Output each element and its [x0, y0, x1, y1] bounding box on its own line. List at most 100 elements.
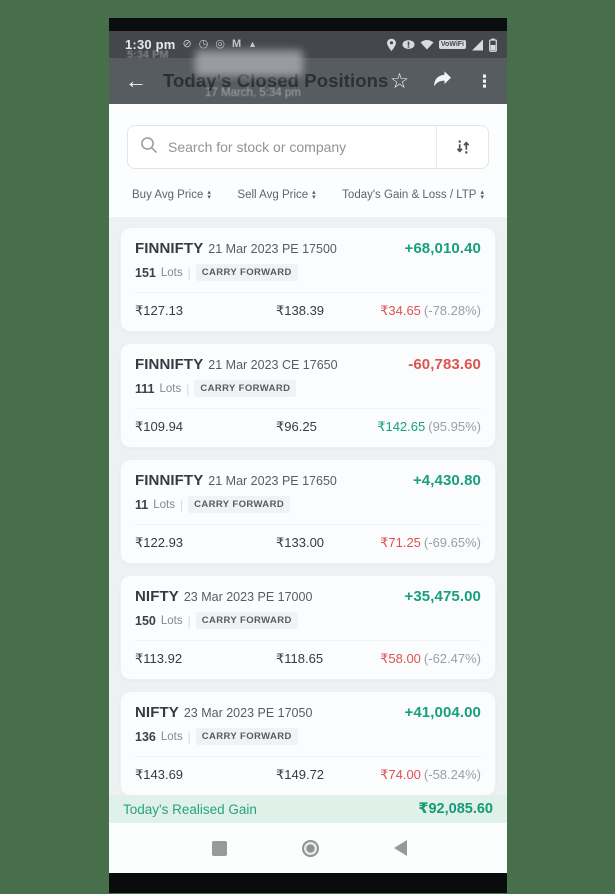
separator: | [186, 381, 190, 396]
position-card[interactable]: NIFTY 23 Mar 2023 PE 17000 +35,475.00 15… [120, 575, 496, 680]
column-gain-loss[interactable]: Today's Gain & Loss / LTP ▴ ▾ [342, 189, 484, 201]
instrument-symbol: FINNIFTY [135, 240, 204, 257]
price-row: ₹143.69 ₹149.72 ₹74.00 (-58.24%) [121, 757, 495, 795]
card-divider [135, 756, 481, 757]
buy-avg-price: ₹127.13 [135, 303, 184, 318]
letterbox-top [109, 18, 507, 31]
instrument-symbol: FINNIFTY [135, 472, 204, 489]
card-top: FINNIFTY 21 Mar 2023 PE 17650 +4,430.80 … [121, 460, 495, 525]
card-divider [135, 408, 481, 409]
lots-label: Lots [160, 730, 183, 743]
card-divider [135, 292, 481, 293]
ltp-value: ₹142.65 [377, 419, 426, 434]
ltp-cell: ₹71.25 (-69.65%) [380, 535, 481, 551]
alarm-icon: ◷ [198, 38, 209, 50]
carry-forward-badge: CARRY FORWARD [195, 728, 298, 745]
back-arrow-icon[interactable]: ← [125, 68, 147, 93]
whatsapp-icon: ◎ [215, 38, 225, 50]
sell-avg-price: ₹133.00 [276, 535, 325, 550]
column-buy-avg[interactable]: Buy Avg Price ▴ ▾ [132, 189, 211, 201]
carry-forward-badge: CARRY FORWARD [188, 496, 291, 513]
sort-filter-button[interactable] [437, 126, 488, 168]
battery-icon [489, 38, 497, 52]
lots-label: Lots [159, 382, 182, 395]
position-pnl: +35,475.00 [404, 588, 481, 605]
position-card[interactable]: FINNIFTY 21 Mar 2023 PE 17650 +4,430.80 … [120, 459, 496, 564]
instrument-symbol: NIFTY [135, 588, 179, 605]
overflow-menu-icon[interactable]: ⋮ [476, 71, 493, 91]
status-bar: 1:30 pm 5:34 PM ⊘ ◷ ◎ M ▲ VoWiFi [109, 31, 507, 61]
instrument-symbol: FINNIFTY [135, 356, 204, 373]
lots-count: 136 [135, 729, 156, 744]
buy-avg-price: ₹122.93 [135, 535, 184, 550]
ltp-cell: ₹34.65 (-78.28%) [380, 303, 481, 319]
card-divider [135, 524, 481, 525]
home-circle-icon[interactable] [302, 839, 319, 857]
column-sell-avg[interactable]: Sell Avg Price ▴ ▾ [237, 189, 316, 201]
lots-count: 11 [135, 497, 149, 512]
instrument-detail: 23 Mar 2023 PE 17000 [183, 590, 313, 604]
lots-count: 111 [135, 381, 155, 396]
back-triangle-icon[interactable] [394, 840, 407, 856]
position-card[interactable]: NIFTY 23 Mar 2023 PE 17050 +41,004.00 13… [120, 691, 496, 795]
gmail-icon: M [231, 38, 242, 50]
instrument-detail: 23 Mar 2023 PE 17050 [183, 706, 313, 720]
status-right: VoWiFi [386, 38, 497, 52]
sort-icon: ▴ ▾ [207, 189, 211, 201]
price-row: ₹113.92 ₹118.65 ₹58.00 (-62.47%) [121, 641, 495, 679]
ltp-percent: (-69.65%) [423, 535, 481, 550]
realised-gain-value: ₹92,085.60 [418, 801, 493, 817]
sort-icon: ▴ ▾ [480, 189, 484, 201]
ltp-cell: ₹142.65 (95.95%) [377, 419, 481, 435]
ltp-value: ₹58.00 [380, 651, 421, 666]
favourite-star-icon[interactable]: ☆ [390, 69, 409, 93]
search-input[interactable] [168, 139, 424, 155]
card-top: FINNIFTY 21 Mar 2023 CE 17650 -60,783.60… [121, 344, 495, 409]
lots-count: 150 [135, 613, 156, 628]
search-divider [436, 126, 437, 168]
ltp-cell: ₹74.00 (-58.24%) [380, 767, 481, 783]
ghost-subtitle: 17 March, 5:34 pm [205, 87, 301, 99]
sort-filter-icon [456, 140, 469, 154]
price-row: ₹109.94 ₹96.25 ₹142.65 (95.95%) [121, 409, 495, 447]
instrument-detail: 21 Mar 2023 CE 17650 [208, 358, 338, 372]
carry-forward-badge: CARRY FORWARD [195, 612, 298, 629]
clock: 1:30 pm [125, 37, 176, 52]
instrument-detail: 21 Mar 2023 PE 17650 [208, 474, 337, 488]
card-top: FINNIFTY 21 Mar 2023 PE 17500 +68,010.40… [121, 228, 495, 293]
search-box [127, 125, 489, 169]
appbar-actions: ☆ ⋮ [390, 71, 493, 92]
position-pnl: +68,010.40 [404, 240, 481, 257]
location-icon [386, 38, 397, 52]
lots-count: 151 [135, 265, 156, 280]
app-bar: ← Today's Closed Positions 17 March, 5:3… [109, 50, 507, 104]
separator: | [187, 729, 191, 744]
sell-avg-price: ₹96.25 [276, 419, 317, 434]
price-row: ₹127.13 ₹138.39 ₹34.65 (-78.28%) [121, 293, 495, 331]
ltp-cell: ₹58.00 (-62.47%) [380, 651, 481, 667]
ltp-percent: (-58.24%) [423, 767, 481, 782]
lots-label: Lots [160, 614, 183, 627]
sell-avg-price: ₹118.65 [276, 651, 324, 666]
separator: | [187, 265, 191, 280]
recents-square-icon[interactable] [212, 840, 227, 856]
sell-avg-price: ₹138.39 [276, 303, 325, 318]
positions-list: FINNIFTY 21 Mar 2023 PE 17500 +68,010.40… [109, 217, 507, 795]
position-pnl: +4,430.80 [412, 472, 481, 489]
carry-forward-badge: CARRY FORWARD [195, 264, 298, 281]
column-headers: Buy Avg Price ▴ ▾ Sell Avg Price ▴ ▾ Today… [127, 169, 489, 205]
position-card[interactable]: FINNIFTY 21 Mar 2023 CE 17650 -60,783.60… [120, 343, 496, 448]
position-pnl: +41,004.00 [404, 704, 481, 721]
position-card[interactable]: FINNIFTY 21 Mar 2023 PE 17500 +68,010.40… [120, 227, 496, 332]
signal-icon [471, 39, 484, 51]
buy-avg-price: ₹109.94 [135, 419, 184, 434]
instrument-symbol: NIFTY [135, 704, 179, 721]
separator: | [179, 497, 184, 512]
ltp-value: ₹34.65 [380, 303, 421, 318]
wifi-icon [420, 39, 434, 50]
lots-label: Lots [153, 498, 175, 511]
share-icon[interactable] [433, 70, 452, 92]
carry-forward-badge: CARRY FORWARD [194, 380, 297, 397]
alert-icon [402, 38, 415, 51]
ltp-value: ₹71.25 [380, 535, 421, 550]
